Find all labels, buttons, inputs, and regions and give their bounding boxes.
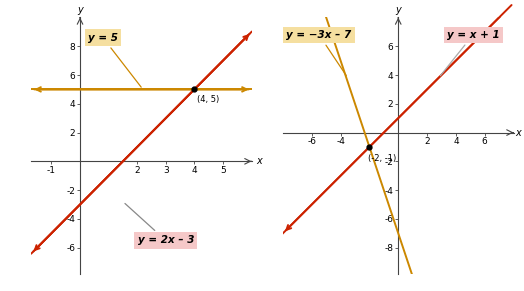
Text: (-2, -1): (-2, -1) [368, 154, 396, 163]
Text: y: y [77, 5, 83, 15]
Text: y = 2x – 3: y = 2x – 3 [125, 203, 194, 245]
Text: (4, 5): (4, 5) [197, 95, 220, 104]
Text: y: y [396, 5, 401, 15]
Text: y = x + 1: y = x + 1 [440, 30, 499, 76]
Text: x: x [256, 156, 261, 166]
Text: y = −3x – 7: y = −3x – 7 [286, 30, 352, 76]
Text: x: x [516, 127, 521, 138]
Text: y = 5: y = 5 [88, 33, 141, 87]
